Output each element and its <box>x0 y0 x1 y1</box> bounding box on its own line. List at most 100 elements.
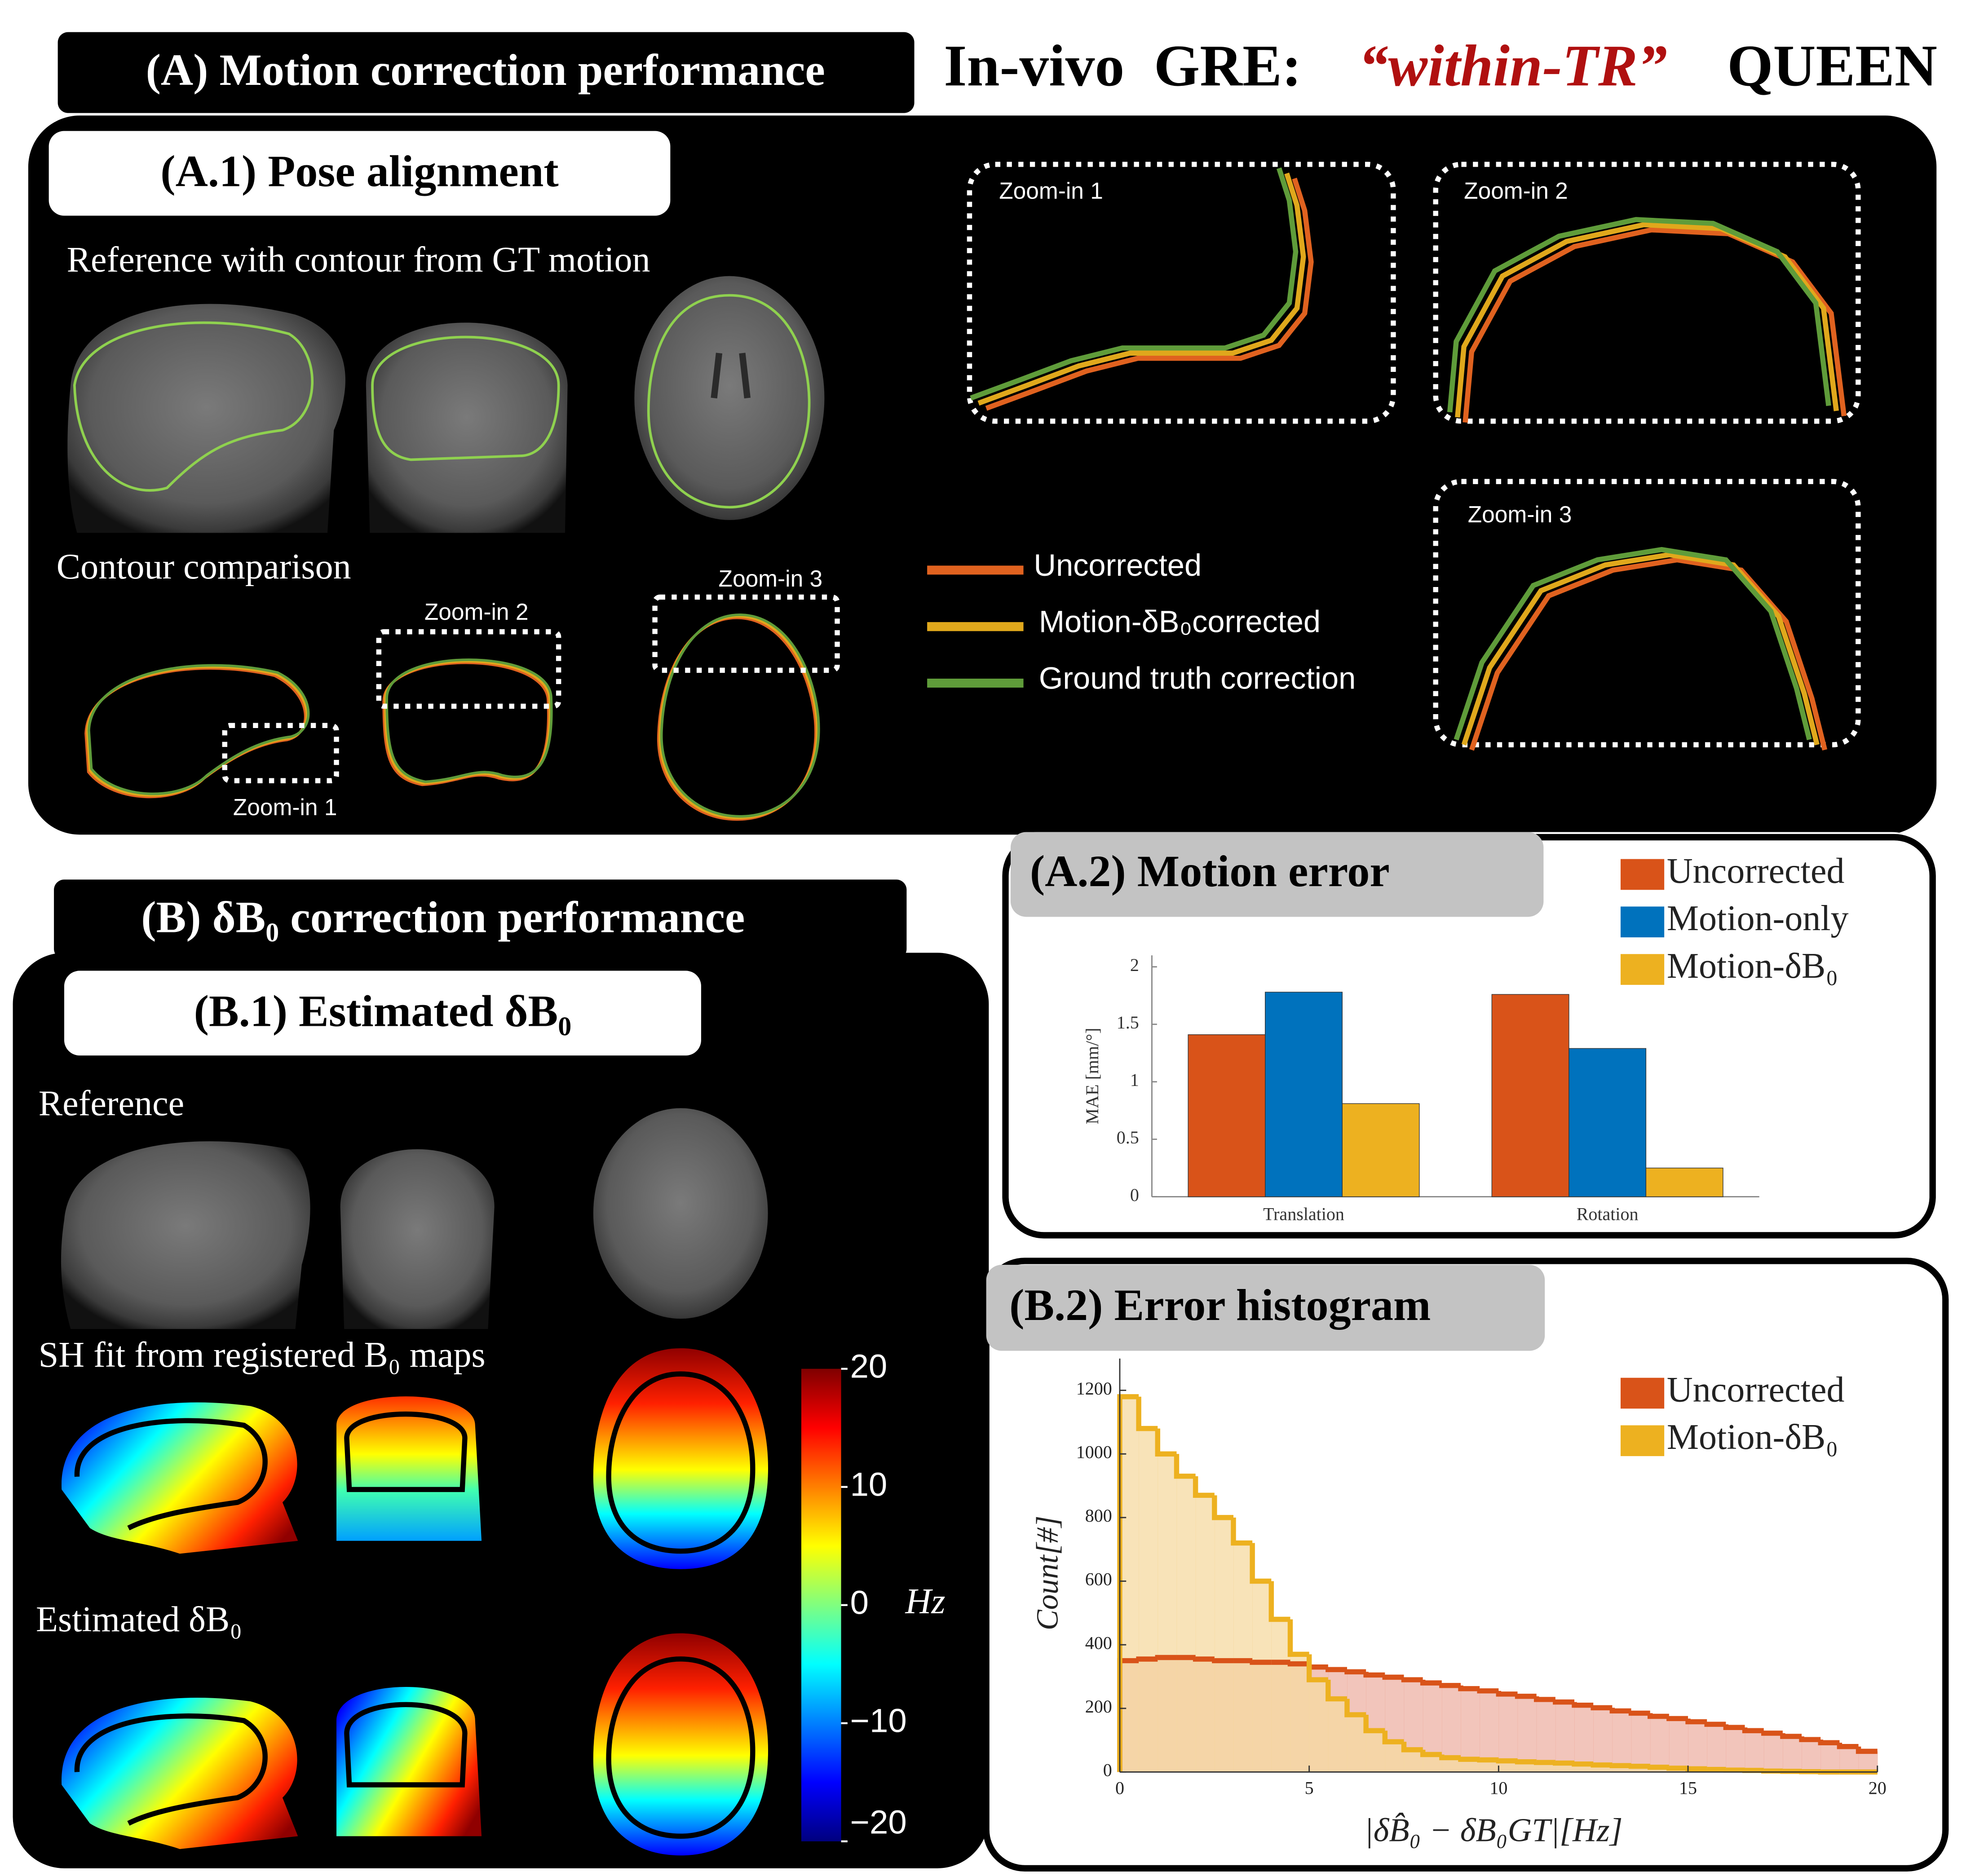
panel-a <box>28 115 1937 835</box>
histogram-step <box>1382 1674 1404 1680</box>
histogram-step <box>1553 1699 1575 1705</box>
y-tick-label: 2 <box>1130 955 1139 975</box>
y-tick-label: 1.5 <box>1117 1012 1139 1033</box>
colorbar-tick-label: 20 <box>850 1347 888 1385</box>
histogram-step <box>1761 1730 1783 1736</box>
x-tick-label: Rotation <box>1577 1204 1639 1224</box>
histogram-bin <box>1290 1654 1310 1772</box>
colorbar <box>801 1368 841 1841</box>
histogram-bin <box>1745 1730 1764 1772</box>
histogram-step <box>1572 1761 1594 1767</box>
histogram-step <box>1553 1760 1575 1766</box>
histogram-step <box>1780 1733 1802 1739</box>
panel-b2-label-box <box>986 1265 1545 1351</box>
histogram-step <box>1212 1658 1233 1664</box>
x-tick-label: 15 <box>1679 1778 1697 1798</box>
bar-chart: 0 0.5 1 1.5 2 MAE [mm/°] Translation Rotation Un… <box>1082 851 1849 1224</box>
colorbar-tick-label: −20 <box>850 1803 907 1841</box>
histogram-step <box>1155 1428 1177 1457</box>
zoom-curve <box>1461 552 1820 746</box>
histogram-step <box>1609 1708 1631 1714</box>
histogram-bin <box>1669 1718 1688 1772</box>
histogram: 0 200 400 600 800 1000 1200 0 5 10 15 20 Count[#] |δB… <box>1030 1358 1887 1849</box>
histogram-step <box>1818 1739 1840 1745</box>
histogram-step <box>1533 1696 1555 1702</box>
histogram-bin <box>1782 1736 1802 1772</box>
histogram-step <box>1250 1543 1272 1584</box>
histogram-bin <box>1631 1713 1651 1772</box>
legend-swatch <box>1620 859 1665 890</box>
histogram-step <box>1647 1713 1669 1719</box>
histogram-bin <box>1574 1705 1594 1772</box>
y-axis-label: Count[#] <box>1030 1516 1064 1630</box>
y-tick-label: 0 <box>1103 1760 1112 1780</box>
histogram-bin <box>1821 1743 1840 1772</box>
histogram-bin <box>1139 1428 1158 1772</box>
y-tick-label: 0.5 <box>1117 1127 1139 1148</box>
histogram-step <box>1363 1714 1385 1734</box>
contour-comparison <box>84 614 820 821</box>
zoom-curve <box>1455 222 1839 418</box>
histogram-bin <box>1612 1711 1632 1772</box>
histogram-bin <box>1555 1702 1575 1772</box>
x-tick-label: 5 <box>1305 1778 1314 1798</box>
histogram-step <box>1685 1766 1707 1772</box>
histogram-step <box>1401 1742 1423 1752</box>
histogram-bin <box>1176 1476 1196 1772</box>
zoom-curve <box>970 167 1299 401</box>
histogram-step <box>1496 1758 1518 1764</box>
histogram-step <box>1306 1654 1328 1682</box>
histogram-bin <box>1404 1749 1423 1772</box>
histogram-step <box>1647 1765 1669 1770</box>
y-tick-label: 400 <box>1085 1633 1112 1653</box>
histogram-step <box>1515 1694 1537 1699</box>
panel-b-label-box <box>54 879 907 959</box>
zoom-curve <box>1463 227 1847 423</box>
histogram-step <box>1250 1660 1272 1665</box>
histogram-step <box>1363 1672 1385 1678</box>
mri-images <box>67 276 825 533</box>
panel-a-label-box <box>57 32 915 113</box>
histogram-step <box>1231 1517 1253 1546</box>
histogram-bin <box>1707 1724 1727 1772</box>
histogram-step <box>1477 1757 1499 1763</box>
x-axis-label: |δB̂₀ − δB₀GT|[Hz] <box>1364 1812 1622 1849</box>
histogram-bin <box>1328 1699 1348 1772</box>
b0-images <box>61 1108 769 1856</box>
histogram-bin <box>1233 1543 1253 1772</box>
zoom-curves <box>970 167 1847 751</box>
bar <box>1491 994 1569 1197</box>
histogram-step <box>1326 1680 1347 1702</box>
histogram-step <box>1477 1688 1499 1694</box>
y-tick-label: 0 <box>1130 1185 1139 1205</box>
colorbar-tick-label: −10 <box>850 1702 907 1739</box>
legend-label: Motion-δB₀ <box>1667 946 1838 986</box>
title-suffix: QUEEN <box>1727 33 1937 98</box>
histogram-step <box>1268 1581 1290 1622</box>
panel-a-label: (A) Motion correction performance <box>146 45 825 95</box>
panel-a1-label-box <box>49 131 671 216</box>
panel-b1-label-box <box>64 971 701 1056</box>
colorbar-axis: 20 10 0 −10 −20 <box>841 1347 907 1842</box>
histogram-step <box>1591 1705 1613 1711</box>
histogram-step <box>1344 1699 1366 1717</box>
panel-b-label: (B) δB₀ correction performance <box>141 892 745 942</box>
x-tick-label: Translation <box>1263 1204 1344 1224</box>
histogram-bin <box>1650 1716 1670 1772</box>
histogram-step <box>1212 1495 1233 1520</box>
histogram-step <box>1174 1454 1196 1479</box>
y-tick-label: 1200 <box>1076 1378 1112 1399</box>
histogram-step <box>1591 1762 1613 1768</box>
panel-a2-label-box <box>1010 832 1544 917</box>
bar <box>1645 1167 1723 1197</box>
histogram-step <box>1572 1702 1594 1708</box>
colorbar-tick-label: 10 <box>850 1465 888 1503</box>
histogram-step <box>1193 1656 1215 1662</box>
bar <box>1569 1048 1647 1197</box>
zoom-label: Zoom-in 3 <box>719 565 823 591</box>
zoom-label: Zoom-in 3 <box>1468 501 1572 527</box>
title-highlight: “within-TR” <box>1359 33 1667 98</box>
panel-a1-label: (A.1) Pose alignment <box>160 146 558 196</box>
histogram-step <box>1496 1691 1518 1697</box>
y-tick-label: 600 <box>1085 1569 1112 1589</box>
